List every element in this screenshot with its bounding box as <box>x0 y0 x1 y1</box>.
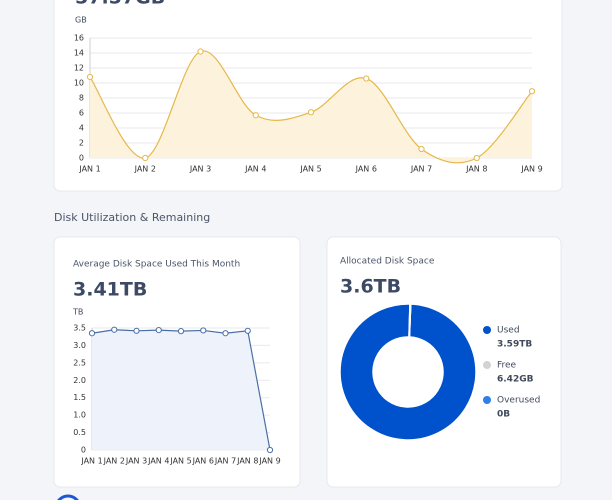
legend-dot <box>483 396 491 404</box>
legend-value: 0B <box>497 410 510 420</box>
y-tick-label: 14 <box>74 49 84 58</box>
section-title: Disk Utilization & Remaining <box>54 211 210 224</box>
point <box>88 330 96 337</box>
y-tick-label: 1.0 <box>73 411 86 420</box>
point <box>307 109 315 116</box>
icon <box>57 494 79 500</box>
y-axis-label: GB <box>75 16 87 25</box>
x-tick-label: JAN 6 <box>192 457 214 466</box>
point <box>266 446 274 454</box>
x-tick-label: JAN 6 <box>355 165 377 174</box>
legend-label: Free <box>497 361 517 371</box>
x-tick-label: JAN 9 <box>520 165 542 174</box>
point <box>133 327 140 334</box>
point <box>222 330 229 337</box>
point <box>111 326 118 333</box>
y-tick-label: 12 <box>74 64 84 73</box>
card <box>53 0 563 192</box>
x-tick-label: JAN 8 <box>236 457 258 466</box>
y-tick-label: 0 <box>79 154 84 163</box>
x-tick-label: JAN 2 <box>134 165 156 174</box>
line <box>89 50 533 164</box>
point <box>473 154 480 162</box>
point <box>197 48 204 55</box>
legend-dot <box>483 326 491 334</box>
point <box>200 327 207 334</box>
x-tick-label: JAN 7 <box>410 165 432 174</box>
x-tick-label: JAN 4 <box>147 457 169 466</box>
y-tick-label: 1.5 <box>73 393 86 402</box>
y-tick-label: 0 <box>81 446 86 455</box>
x-tick-label: JAN 4 <box>244 165 266 174</box>
point <box>363 75 370 82</box>
card-title: Average Disk Space Used This Month <box>73 260 240 270</box>
x-tick-label: JAN 8 <box>465 165 487 174</box>
point <box>155 326 162 334</box>
headline: 3.41TB <box>73 279 147 301</box>
legend-value: 6.42GB <box>497 375 534 385</box>
x-tick-label: JAN 3 <box>125 457 147 466</box>
y-tick-label: 16 <box>74 34 84 43</box>
y-tick-label: 0.5 <box>73 428 86 437</box>
donut-slice <box>339 303 477 441</box>
y-tick-label: 2.0 <box>73 376 86 385</box>
y-tick-label: 10 <box>74 79 84 88</box>
x-tick-label: JAN 2 <box>103 457 125 466</box>
legend-value: 3.59TB <box>497 340 532 350</box>
x-tick-label: JAN 5 <box>169 457 191 466</box>
x-tick-label: JAN 7 <box>214 457 236 466</box>
x-tick-label: JAN 1 <box>78 165 100 174</box>
x-tick-label: JAN 1 <box>80 457 102 466</box>
point <box>86 73 94 81</box>
y-tick-label: 3.5 <box>73 324 86 333</box>
legend-label: Overused <box>497 396 540 406</box>
card-title: Allocated Disk Space <box>340 257 435 267</box>
y-tick-label: 6 <box>79 109 84 118</box>
area-fill <box>92 329 270 450</box>
x-tick-label: JAN 5 <box>299 165 321 174</box>
legend-dot <box>483 361 491 369</box>
point <box>244 327 251 334</box>
point <box>528 88 536 95</box>
y-tick-label: 3.0 <box>73 341 86 350</box>
area-fill <box>90 50 532 163</box>
legend-label: Used <box>497 326 520 336</box>
x-tick-label: JAN 9 <box>258 457 280 466</box>
y-tick-label: 2 <box>79 139 84 148</box>
y-tick-label: 2.5 <box>73 358 86 367</box>
point <box>142 154 149 162</box>
y-axis-label: TB <box>72 308 83 317</box>
point <box>252 112 259 119</box>
x-tick-label: JAN 3 <box>189 165 211 174</box>
headline: 57.57GB <box>75 0 165 9</box>
point <box>177 328 185 335</box>
headline: 3.6TB <box>340 276 401 298</box>
y-tick-label: 8 <box>79 94 84 103</box>
point <box>418 145 425 153</box>
y-tick-label: 4 <box>79 124 84 133</box>
